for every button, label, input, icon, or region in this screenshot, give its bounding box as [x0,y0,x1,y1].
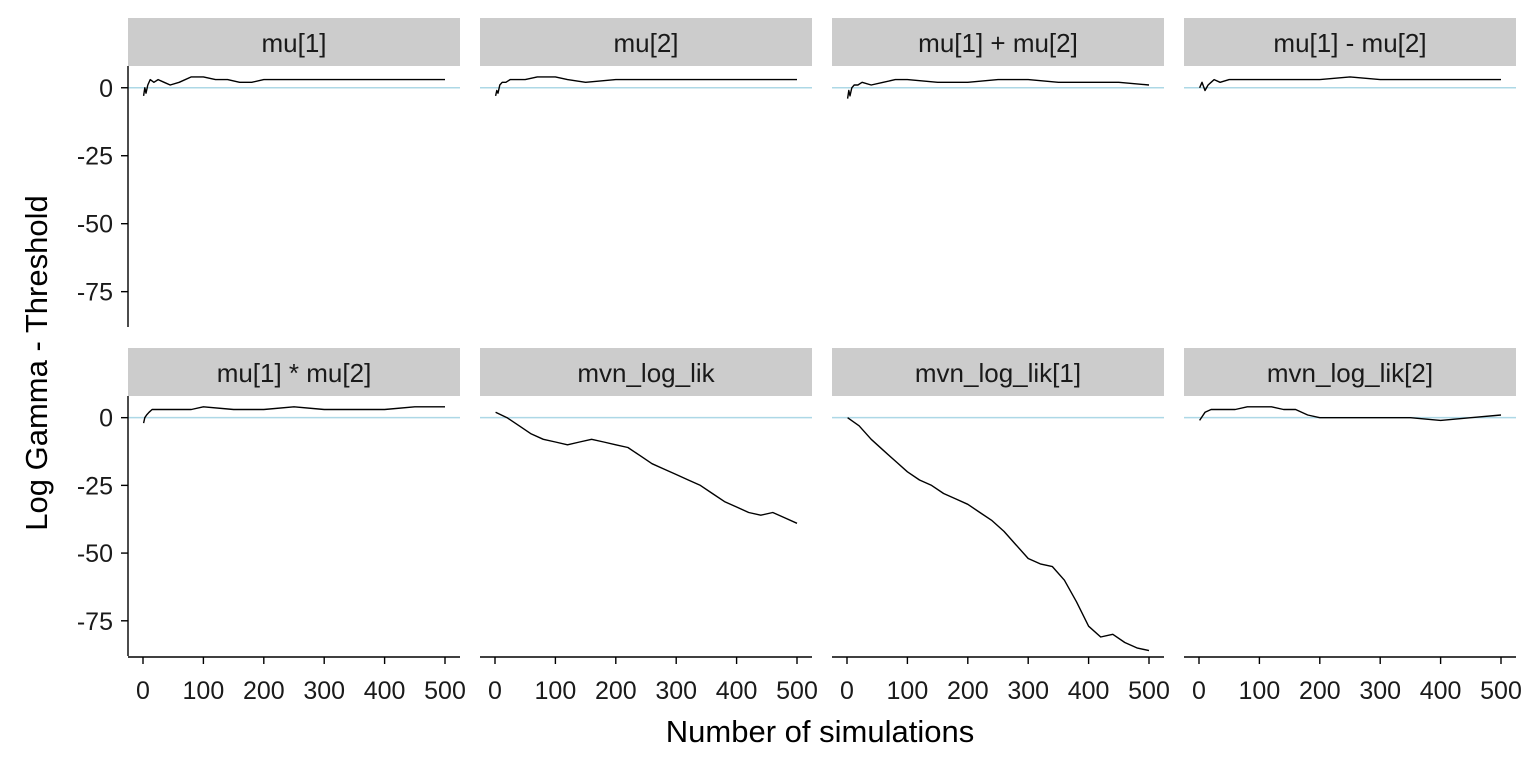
panel: mu[1] + mu[2] [832,18,1164,99]
strip-background [832,18,1164,66]
strip-label: mu[1] - mu[2] [1273,28,1426,58]
series-line [846,78,1150,99]
panel: mvn_log_lik[1] [832,348,1164,652]
panel: mu[2] [480,18,812,97]
strip-label: mu[2] [613,28,678,58]
x-tick-label: 0 [840,677,854,705]
panel: mu[1] * mu[2] [128,348,460,424]
strip-background [1184,348,1516,396]
series-line [494,76,797,97]
x-axis: 0 100 200 300 400 500 [480,656,818,705]
x-tick-label: 500 [424,677,466,705]
panel: mvn_log_lik[2] [1184,348,1516,422]
x-tick-label: 400 [364,677,406,705]
y-axis-title: Log Gamma - Threshold [19,195,54,530]
facet-panels: mu[1] mu[2] mu[1] + mu[2] mu[1] - mu[2] mu[1… [128,18,1516,652]
x-tick-label: 200 [243,677,285,705]
x-tick-label: 300 [1007,677,1049,705]
strip-label: mu[1] [261,28,326,58]
y-tick-label: -25 [77,472,113,500]
series-line [1199,406,1502,422]
strip-background [128,348,460,396]
x-tick-label: 300 [1359,677,1401,705]
x-tick-label: 400 [1420,677,1462,705]
x-tick-label: 200 [1299,677,1341,705]
x-tick-label: 0 [488,677,502,705]
x-tick-label: 200 [947,677,989,705]
strip-label: mu[1] + mu[2] [918,28,1078,58]
x-tick-label: 400 [1068,677,1110,705]
panel: mu[1] [128,18,460,97]
x-tick-label: 100 [887,677,929,705]
x-axis: 0 100 200 300 400 500 [1184,656,1522,705]
y-axes: 0 -25 -50 -75 0 -25 -50 -75 [77,66,129,656]
x-tick-label: 200 [595,677,637,705]
x-tick-label: 500 [1480,677,1522,705]
strip-label: mvn_log_lik[1] [915,358,1081,388]
x-tick-label: 0 [1192,677,1206,705]
strip-background [480,348,812,396]
y-tick-label: -75 [77,608,113,636]
y-axis: 0 -25 -50 -75 [77,66,129,327]
x-axis: 0 100 200 300 400 500 [128,656,466,705]
x-tick-label: 100 [1239,677,1281,705]
x-tick-label: 500 [1128,677,1170,705]
strip-background [1184,18,1516,66]
x-tick-label: 500 [776,677,818,705]
x-tick-label: 100 [535,677,577,705]
x-tick-label: 300 [303,677,345,705]
strip-background [480,18,812,66]
x-tick-label: 300 [655,677,697,705]
panel: mu[1] - mu[2] [1184,18,1516,92]
y-tick-label: 0 [99,75,113,103]
x-tick-label: 400 [716,677,758,705]
y-tick-label: -75 [77,279,113,307]
x-axis: 0 100 200 300 400 500 [832,656,1170,705]
x-axis-title: Number of simulations [666,714,974,749]
strip-label: mvn_log_lik[2] [1267,358,1433,388]
y-tick-label: 0 [99,405,113,433]
panel: mvn_log_lik [480,348,812,524]
series-line [1198,76,1501,92]
strip-label: mvn_log_lik [577,358,715,388]
y-tick-label: -25 [77,143,113,171]
strip-background [128,18,460,66]
series-line [847,417,1150,652]
series-line [142,406,445,424]
x-tick-label: 100 [183,677,225,705]
strip-background [832,348,1164,396]
y-tick-label: -50 [77,211,113,239]
x-tick-label: 0 [136,677,150,705]
y-tick-label: -50 [77,540,113,568]
series-line [495,411,798,524]
series-line [142,76,445,97]
y-axis: 0 -25 -50 -75 [77,396,129,656]
x-axes: 0 100 200 300 400 500 0 100 200 300 400 500 0 100 200 3… [128,656,1522,705]
strip-label: mu[1] * mu[2] [217,358,372,388]
